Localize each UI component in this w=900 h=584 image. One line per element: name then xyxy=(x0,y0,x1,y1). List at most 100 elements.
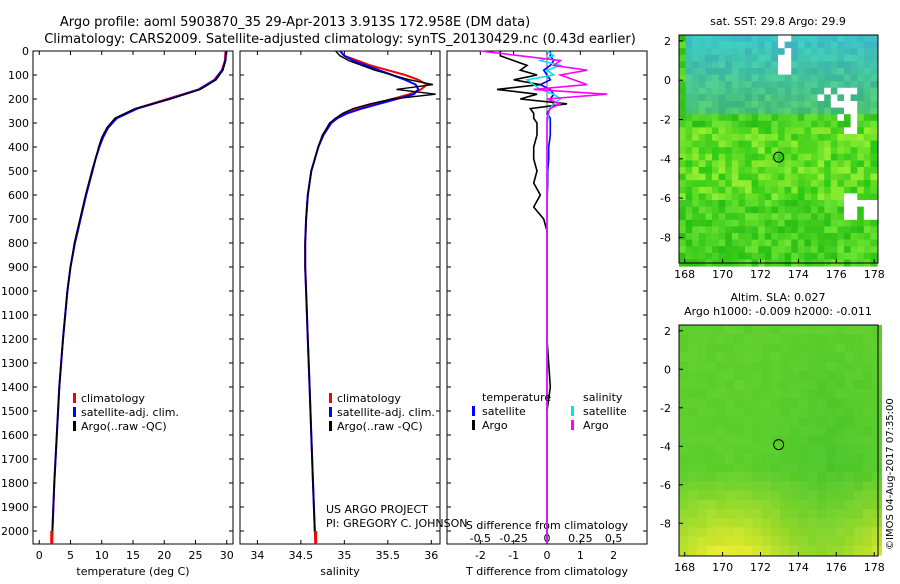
sst-map-cell xyxy=(685,81,693,89)
sla-map-cell xyxy=(715,472,726,482)
sla-map-cell xyxy=(771,444,781,455)
sla-map-cell xyxy=(771,417,781,427)
sla-map-cell xyxy=(835,509,846,519)
sla-map-cell xyxy=(789,389,800,400)
sst-map-cell xyxy=(837,127,845,135)
sst-map-cell xyxy=(870,206,878,214)
sla-map-cell xyxy=(771,509,781,519)
sst-map-cell xyxy=(692,120,700,128)
sla-map-cell xyxy=(826,453,836,464)
sst-map-cell xyxy=(758,193,766,201)
sla-map-cell xyxy=(688,518,698,528)
sst-map-cell xyxy=(863,107,871,115)
sla-map-cell xyxy=(817,518,827,528)
sst-map-cell xyxy=(844,213,852,221)
sst-map-cell xyxy=(778,87,786,95)
sst-map-cell xyxy=(698,35,706,43)
sla-map-cell xyxy=(835,472,846,482)
sla-map-cell xyxy=(817,499,827,510)
sla-map-cell xyxy=(853,527,864,538)
sla-map-cell xyxy=(844,343,855,354)
sst-map-cell xyxy=(731,87,739,95)
sst-map-cell xyxy=(857,206,865,214)
sst-map-cell xyxy=(837,107,845,115)
sla-map-cell xyxy=(826,334,836,344)
sla-map-cell xyxy=(725,334,735,344)
sla-map-cell xyxy=(798,435,809,446)
sst-map-cell xyxy=(791,68,799,76)
sla-map-cell xyxy=(844,389,855,400)
sla-map-cell xyxy=(771,472,781,482)
sla-map-cell xyxy=(761,509,772,519)
sla-map-cell xyxy=(853,481,864,492)
depth-tick-label: 200 xyxy=(8,93,29,106)
sst-map-cell xyxy=(784,74,792,82)
sla-map-cell xyxy=(872,527,882,538)
sla-map-cell xyxy=(853,389,864,400)
sst-map-cell xyxy=(850,140,858,148)
sst-map-cell xyxy=(857,239,865,247)
sst-map-cell xyxy=(797,160,805,168)
sla-map-cell xyxy=(863,426,873,436)
sla-map-ytick-label: -2 xyxy=(660,402,671,415)
sst-map-cell xyxy=(791,101,799,109)
sla-map-cell xyxy=(715,389,726,400)
sla-map-cell xyxy=(807,325,818,335)
sla-map-cell xyxy=(872,518,882,528)
sla-map-cell xyxy=(863,545,873,556)
sst-map-cell xyxy=(738,134,746,142)
sst-map-cell xyxy=(705,167,713,175)
sla-map-cell xyxy=(853,453,864,464)
sla-map-cell xyxy=(844,380,855,390)
sst-map-cell xyxy=(850,74,858,82)
sst-map-cell xyxy=(745,226,753,234)
sst-map-cell xyxy=(738,246,746,254)
depth-tick-label: 700 xyxy=(8,213,29,226)
sla-map-cell xyxy=(734,490,744,501)
sst-map-cell xyxy=(797,147,805,155)
sla-map-cell xyxy=(844,371,855,381)
sla-map-cell xyxy=(789,371,800,381)
sst-map-cell xyxy=(679,167,687,175)
sla-map-cell xyxy=(752,444,763,455)
sst-map-cell xyxy=(857,213,865,221)
sst-map-cell xyxy=(712,160,720,168)
sla-map-cell xyxy=(826,426,836,436)
sst-map-cell xyxy=(679,48,687,56)
sst-map-cell xyxy=(771,61,779,69)
sst-map-cell xyxy=(778,239,786,247)
sla-map-cell xyxy=(679,389,689,400)
sla-map-cell xyxy=(844,472,855,482)
sst-map-cell xyxy=(817,147,825,155)
sst-map-cell xyxy=(863,114,871,122)
sla-map-cell xyxy=(844,334,855,344)
sst-map-cell xyxy=(791,200,799,208)
sla-map-cell xyxy=(872,361,882,372)
sst-map-cell xyxy=(705,101,713,109)
sst-map-cell xyxy=(797,246,805,254)
sst-map-cell xyxy=(698,74,706,82)
sst-map-cell xyxy=(725,54,733,62)
sla-map-cell xyxy=(826,481,836,492)
sla-map-cell xyxy=(697,444,708,455)
sst-map-cell xyxy=(857,173,865,181)
sst-map-cell xyxy=(784,147,792,155)
sla-map-cell xyxy=(835,499,846,510)
sla-map-cell xyxy=(734,444,744,455)
sst-map-cell xyxy=(830,127,838,135)
depth-tick-label: 1100 xyxy=(1,309,29,322)
sst-map-cell xyxy=(718,140,726,148)
sst-map-cell xyxy=(698,127,706,135)
salinity-frame xyxy=(239,50,441,545)
sst-map-cell xyxy=(745,41,753,49)
sla-map-cell xyxy=(734,398,744,409)
sst-map-cell xyxy=(778,160,786,168)
sst-map-cell xyxy=(745,160,753,168)
sst-map-cell xyxy=(771,120,779,128)
sla-map-cell xyxy=(761,527,772,538)
sst-map-cell xyxy=(731,68,739,76)
sst-map-cell xyxy=(830,114,838,122)
sst-map-cell xyxy=(685,252,693,260)
sla-map-cell xyxy=(752,435,763,446)
sst-map-cell xyxy=(751,200,759,208)
